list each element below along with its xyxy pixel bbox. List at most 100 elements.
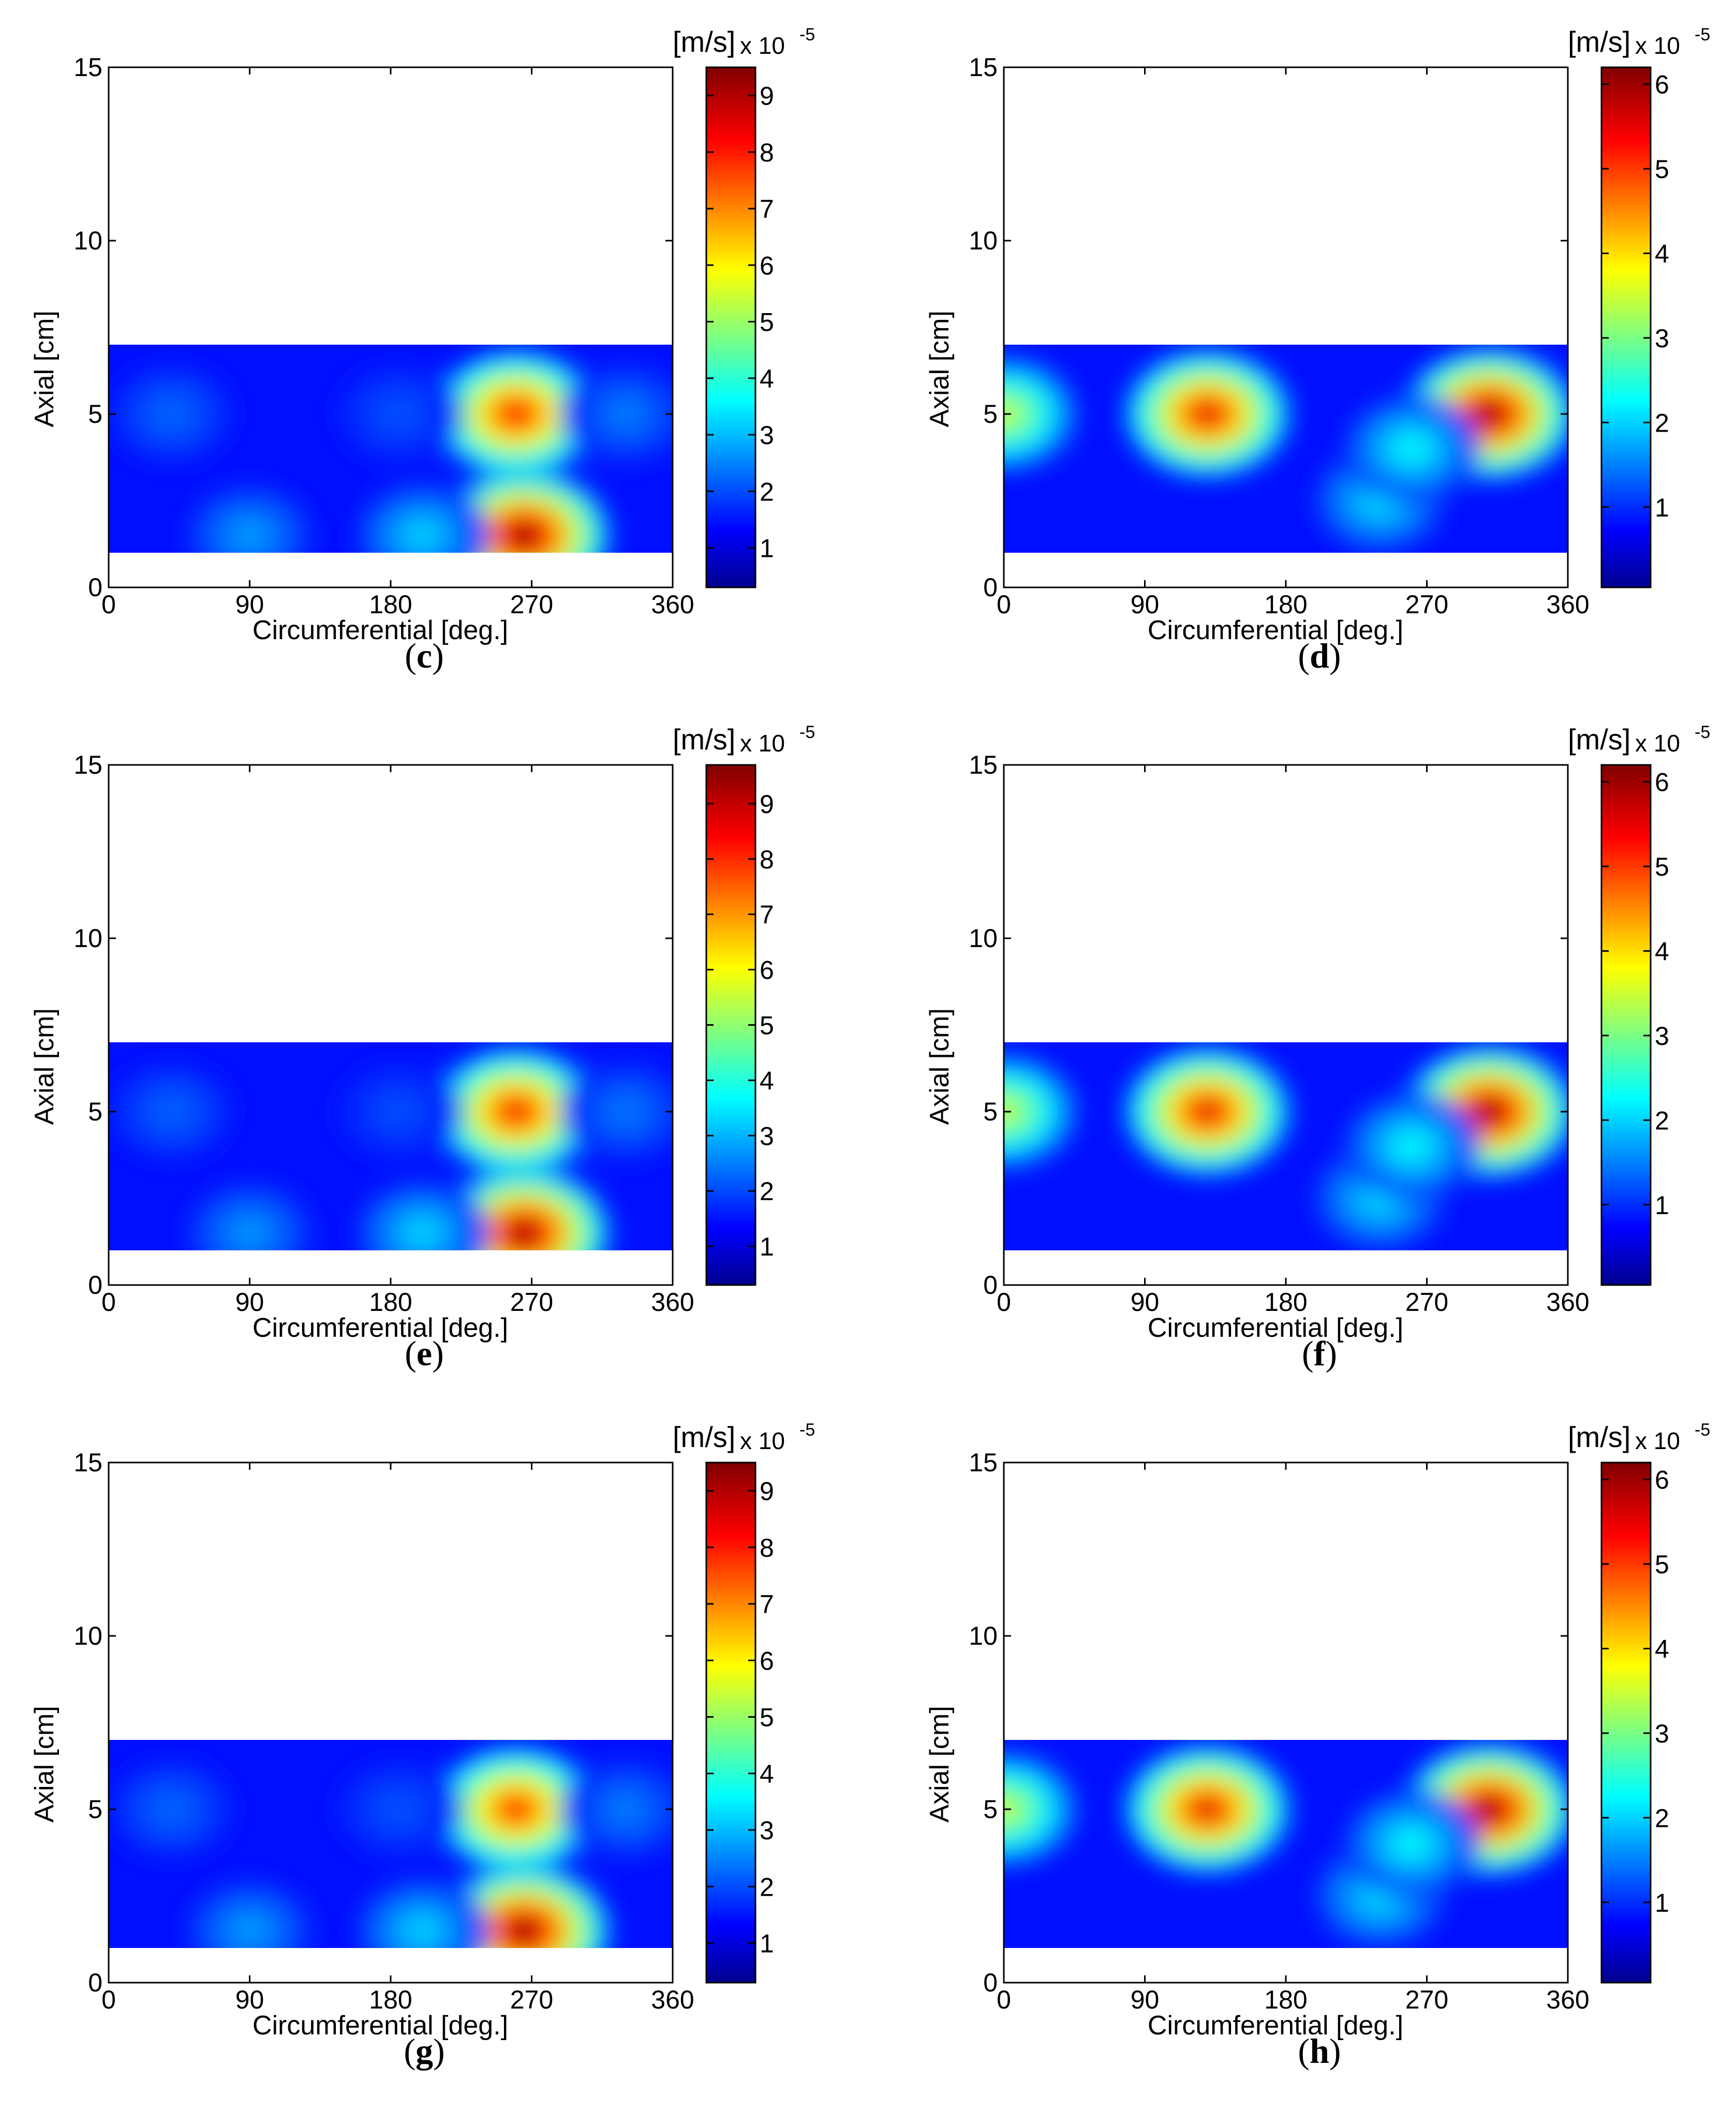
hotspot-1 xyxy=(1122,1744,1293,1875)
hotspot-contour xyxy=(1475,1798,1504,1821)
y-axis-title: Axial [cm] xyxy=(925,1008,955,1125)
hotspot-contour xyxy=(615,1103,636,1120)
hotspot-contour xyxy=(1400,439,1423,458)
colorbar-frame xyxy=(705,66,756,588)
colorbar xyxy=(706,765,755,1285)
x-tick-label: 270 xyxy=(1405,1985,1448,2014)
colorbar-frame xyxy=(1600,66,1652,588)
colorbar-unit: [m/s] xyxy=(1568,1421,1630,1453)
hotspot-contour xyxy=(1400,1137,1423,1156)
hotspot-4 xyxy=(1342,1789,1480,1899)
hotspot-contour xyxy=(410,1224,434,1242)
x-tick-label: 270 xyxy=(510,1985,553,2014)
x-tick-label: 180 xyxy=(369,590,412,619)
panel-caption: (e) xyxy=(405,1334,444,1373)
panel-caption: (f) xyxy=(1302,1334,1337,1373)
hotspot-5 xyxy=(335,363,462,465)
x-tick-label: 360 xyxy=(651,590,694,619)
colorbar-tick-label: 6 xyxy=(760,1646,774,1675)
hotspot-contour xyxy=(509,524,539,547)
y-tick-label: 0 xyxy=(88,573,102,602)
x-tick-label: 270 xyxy=(510,590,553,619)
heatmap-panel-f: 0 90 180 270 360 0 5 10 15 Circumferential [deg.]… xyxy=(895,698,1736,1386)
y-tick-label: 5 xyxy=(88,1097,102,1126)
x-axis-title: Circumferential [deg.] xyxy=(1148,2011,1403,2041)
colorbar xyxy=(706,1463,755,1983)
x-tick-label: 270 xyxy=(1405,590,1448,619)
heatmap-panel-e: 0 90 180 270 360 0 5 10 15 Circumferential [deg.]… xyxy=(0,698,854,1386)
colorbar-tick-label: 3 xyxy=(760,421,774,450)
colorbar-tick-label: 8 xyxy=(760,845,774,874)
hotspot-4 xyxy=(109,1060,235,1163)
hotspot-contour xyxy=(388,1800,409,1818)
hotspot-contour xyxy=(615,1800,636,1818)
colorbar-tick-label: 2 xyxy=(760,1872,774,1901)
x-tick-label: 270 xyxy=(1405,1288,1448,1317)
heatmap-field xyxy=(109,345,673,553)
heatmap-field xyxy=(1004,1740,1568,1948)
hotspot-4 xyxy=(109,362,235,466)
hotspot-contour xyxy=(388,405,409,423)
x-tick-label: 270 xyxy=(510,1288,553,1317)
panel-caption-letter: d xyxy=(1310,636,1329,675)
colorbar-tick-label: 7 xyxy=(760,1590,774,1619)
heatmap-field xyxy=(1004,1042,1568,1250)
colorbar-exponent: -5 xyxy=(799,25,815,45)
y-tick-label: 5 xyxy=(88,400,102,429)
y-tick-label: 5 xyxy=(983,1097,998,1126)
colorbar-tick-label: 5 xyxy=(1655,155,1669,184)
x-axis-title: Circumferential [deg.] xyxy=(253,2011,508,2041)
x-axis-title: Circumferential [deg.] xyxy=(1148,1313,1403,1343)
y-tick-label: 10 xyxy=(969,226,998,255)
hotspot-0 xyxy=(1004,1053,1079,1171)
y-tick-label: 5 xyxy=(983,400,998,429)
x-tick-label: 360 xyxy=(1546,1985,1589,2014)
colorbar-exponent: -5 xyxy=(1695,1420,1710,1440)
colorbar-unit: [m/s] xyxy=(673,25,735,58)
hotspot-4 xyxy=(1342,394,1480,504)
colorbar-multiplier: x 10 xyxy=(1635,32,1680,59)
x-axis-title: Circumferential [deg.] xyxy=(253,615,508,645)
colorbar-tick-label: 4 xyxy=(760,364,774,393)
hotspot-1 xyxy=(436,468,612,553)
hotspot-contour xyxy=(615,405,636,423)
colorbar-tick-label: 4 xyxy=(760,1760,774,1789)
panel-caption-letter: e xyxy=(417,1334,432,1373)
hotspot-contour xyxy=(239,1224,261,1242)
hotspot-4 xyxy=(109,1758,235,1861)
colorbar-tick-label: 5 xyxy=(760,308,774,337)
y-axis-title: Axial [cm] xyxy=(29,1008,60,1125)
colorbar-exponent: -5 xyxy=(799,1420,815,1440)
colorbar-frame xyxy=(1600,764,1652,1286)
y-tick-label: 10 xyxy=(73,226,102,255)
hotspot-contour xyxy=(410,526,434,544)
hotspot-2 xyxy=(354,1877,489,1948)
colorbar-tick-label: 3 xyxy=(760,1121,774,1150)
colorbar xyxy=(1601,67,1651,587)
hotspot-contour xyxy=(1400,1835,1423,1853)
colorbar-tick-label: 3 xyxy=(1655,1022,1669,1051)
colorbar-tick-label: 5 xyxy=(1655,1550,1669,1579)
hotspot-3 xyxy=(184,483,316,553)
y-axis-title: Axial [cm] xyxy=(925,1706,955,1822)
colorbar-tick-label: 4 xyxy=(1655,1635,1669,1664)
hotspot-0 xyxy=(1004,355,1079,473)
heatmap-panel-g: 0 90 180 270 360 0 5 10 15 Circumferential [deg.]… xyxy=(0,1395,854,2084)
colorbar-frame xyxy=(705,1461,756,1984)
y-tick-label: 10 xyxy=(73,924,102,953)
hotspot-0 xyxy=(1004,1750,1079,1868)
colorbar-tick-label: 3 xyxy=(1655,1719,1669,1748)
colorbar-tick-label: 4 xyxy=(1655,937,1669,966)
hotspot-6 xyxy=(561,1758,673,1861)
y-tick-label: 15 xyxy=(73,1448,102,1477)
colorbar-frame xyxy=(1600,1461,1652,1984)
colorbar-tick-label: 3 xyxy=(1655,324,1669,353)
hotspot-contour xyxy=(160,405,182,423)
x-tick-label: 0 xyxy=(101,1985,116,2014)
colorbar-tick-label: 5 xyxy=(760,1703,774,1732)
colorbar-tick-label: 1 xyxy=(760,1232,774,1261)
